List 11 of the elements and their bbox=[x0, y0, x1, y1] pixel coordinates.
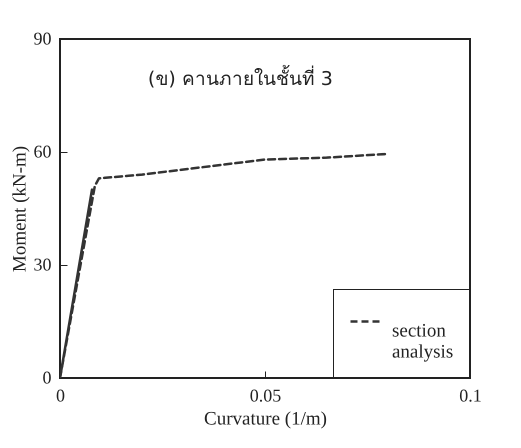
y-tick-label: 30 bbox=[34, 254, 52, 274]
y-tick-label: 60 bbox=[34, 142, 52, 162]
y-tick-label: 0 bbox=[42, 368, 52, 388]
annotation: (ข) คานภายในชั้นที่ 3 bbox=[148, 65, 333, 90]
x-tick-label: 0.1 bbox=[459, 386, 482, 406]
y-tick-label: 90 bbox=[34, 28, 52, 48]
x-axis-title: Curvature (1/m) bbox=[204, 408, 327, 430]
y-axis-title: Moment (kN-m) bbox=[10, 146, 30, 272]
x-tick-label: 0 bbox=[56, 386, 65, 406]
x-tick-label: 0.05 bbox=[250, 386, 282, 406]
legend-label: section analysis bbox=[392, 320, 454, 362]
